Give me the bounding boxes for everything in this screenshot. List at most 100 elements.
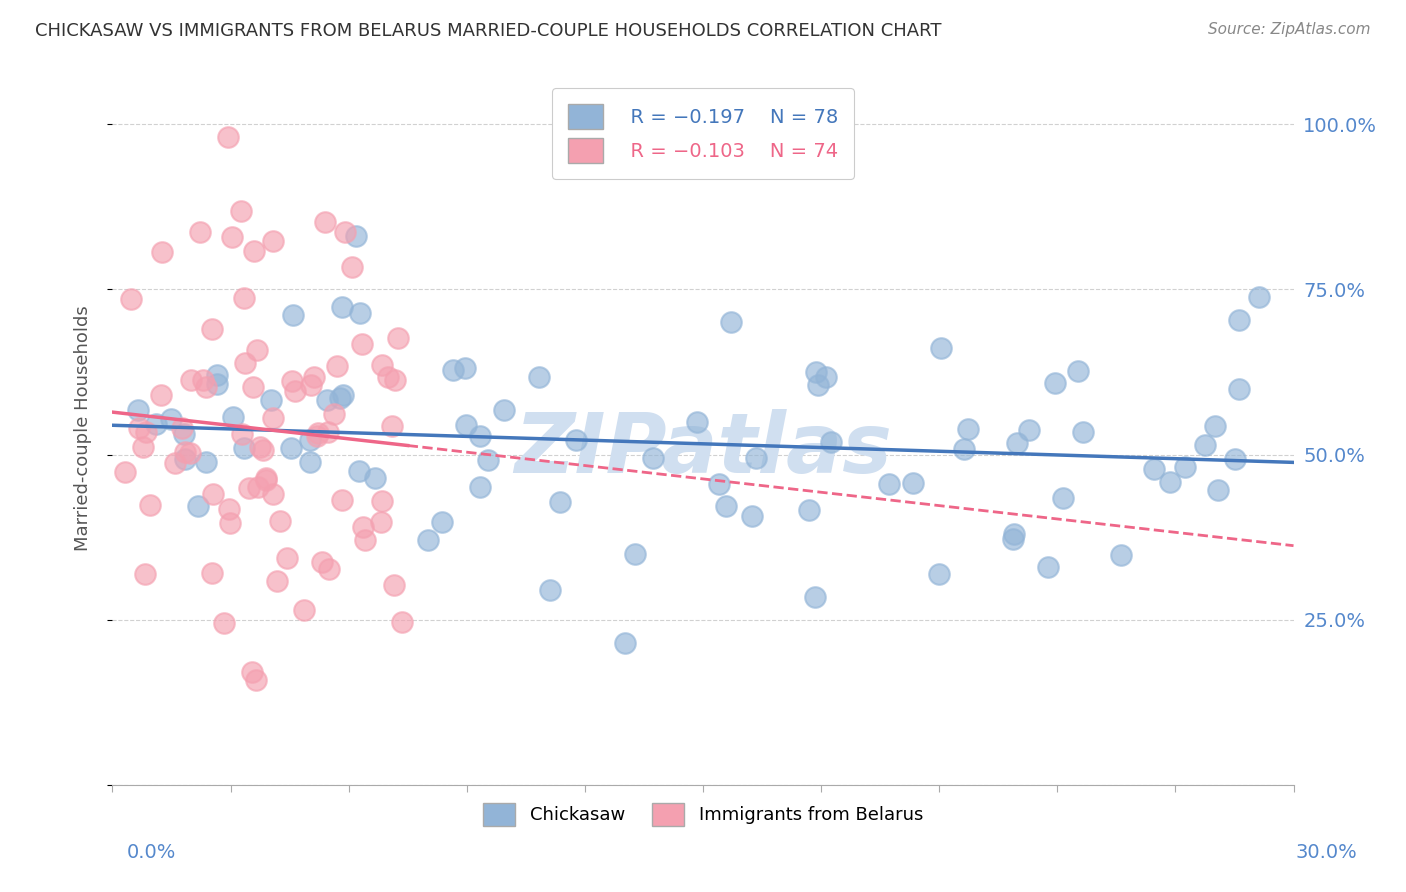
Point: [1052, 491, 1074, 505]
Point: [190, 225, 212, 239]
Point: [299, 378, 322, 392]
Point: [350, 337, 373, 351]
Point: [120, 292, 142, 306]
Point: [953, 442, 976, 457]
Point: [538, 583, 561, 598]
Point: [139, 499, 162, 513]
Point: [269, 514, 291, 528]
Legend: Chickasaw, Immigrants from Belarus: Chickasaw, Immigrants from Belarus: [468, 788, 938, 840]
Point: [205, 377, 228, 392]
Point: [302, 370, 325, 384]
Y-axis label: Married-couple Households: Married-couple Households: [73, 305, 91, 551]
Point: [243, 244, 266, 259]
Text: CHICKASAW VS IMMIGRANTS FROM BELARUS MARRIED-COUPLE HOUSEHOLDS CORRELATION CHART: CHICKASAW VS IMMIGRANTS FROM BELARUS MAR…: [35, 22, 942, 40]
Point: [416, 533, 439, 548]
Point: [1229, 382, 1251, 396]
Point: [201, 321, 224, 335]
Point: [246, 343, 269, 358]
Point: [745, 450, 768, 465]
Point: [262, 486, 284, 500]
Point: [1174, 459, 1197, 474]
Point: [1001, 533, 1024, 547]
Point: [292, 603, 315, 617]
Point: [150, 244, 173, 259]
Point: [877, 476, 900, 491]
Point: [340, 260, 363, 275]
Point: [330, 300, 353, 314]
Point: [173, 427, 195, 442]
Point: [1204, 418, 1226, 433]
Point: [323, 407, 346, 421]
Point: [231, 203, 253, 218]
Point: [233, 291, 256, 305]
Point: [454, 417, 477, 432]
Point: [565, 433, 588, 447]
Point: [330, 492, 353, 507]
Point: [741, 508, 763, 523]
Point: [1005, 436, 1028, 450]
Point: [127, 402, 149, 417]
Point: [928, 566, 950, 581]
Point: [260, 393, 283, 408]
Point: [114, 465, 136, 479]
Point: [477, 452, 499, 467]
Point: [132, 440, 155, 454]
Point: [262, 411, 284, 425]
Point: [492, 403, 515, 417]
Point: [249, 440, 271, 454]
Point: [281, 375, 304, 389]
Text: 0.0%: 0.0%: [127, 843, 176, 862]
Text: Source: ZipAtlas.com: Source: ZipAtlas.com: [1208, 22, 1371, 37]
Point: [160, 411, 183, 425]
Point: [326, 359, 349, 373]
Point: [232, 441, 254, 455]
Point: [180, 373, 202, 387]
Point: [318, 562, 340, 576]
Point: [214, 616, 236, 631]
Point: [332, 388, 354, 402]
Point: [195, 455, 218, 469]
Point: [344, 228, 367, 243]
Point: [370, 515, 392, 529]
Point: [714, 500, 737, 514]
Point: [1159, 475, 1181, 489]
Point: [247, 480, 270, 494]
Point: [548, 494, 571, 508]
Point: [172, 420, 194, 434]
Point: [1043, 376, 1066, 391]
Point: [276, 551, 298, 566]
Point: [174, 451, 197, 466]
Point: [135, 425, 157, 440]
Point: [231, 426, 253, 441]
Point: [430, 515, 453, 529]
Point: [614, 636, 637, 650]
Point: [903, 475, 925, 490]
Point: [222, 410, 245, 425]
Point: [202, 486, 225, 500]
Point: [347, 464, 370, 478]
Point: [245, 673, 267, 687]
Point: [1002, 526, 1025, 541]
Point: [381, 419, 404, 434]
Point: [165, 456, 187, 470]
Point: [280, 441, 302, 455]
Point: [307, 426, 329, 441]
Point: [391, 615, 413, 630]
Point: [384, 374, 406, 388]
Point: [804, 365, 827, 379]
Point: [254, 474, 277, 488]
Point: [238, 481, 260, 495]
Point: [1194, 438, 1216, 452]
Point: [233, 356, 256, 370]
Point: [720, 316, 742, 330]
Point: [353, 533, 375, 547]
Point: [352, 520, 374, 534]
Point: [266, 574, 288, 588]
Point: [1071, 425, 1094, 439]
Point: [252, 443, 274, 458]
Point: [468, 480, 491, 494]
Point: [242, 665, 264, 680]
Point: [807, 377, 830, 392]
Point: [468, 428, 491, 442]
Point: [371, 358, 394, 372]
